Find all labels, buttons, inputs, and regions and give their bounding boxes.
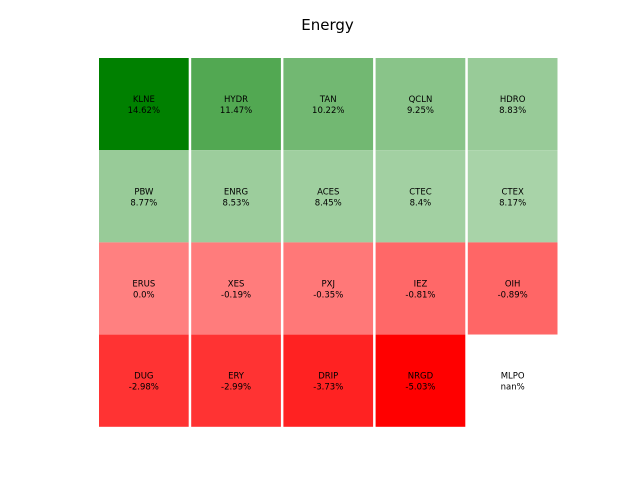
change-label: -2.99%: [221, 383, 251, 393]
heatmap-tile: [375, 334, 466, 427]
heatmap-tile: [375, 242, 466, 335]
ticker-label: DRIP: [318, 372, 338, 382]
heatmap-tile: [99, 242, 189, 335]
heatmap-tile: [283, 242, 374, 335]
heatmap-tile: [191, 334, 281, 427]
heatmap-cell-ery: ERY-2.99%: [191, 334, 281, 427]
ticker-label: QCLN: [409, 95, 433, 105]
heatmap-tile: [467, 58, 558, 151]
ticker-label: CTEC: [409, 187, 431, 197]
change-label: 8.77%: [130, 198, 157, 208]
change-label: 8.17%: [499, 198, 526, 208]
heatmap-tile: [283, 58, 374, 151]
change-label: 8.53%: [223, 198, 250, 208]
heatmap-cell-iez: IEZ-0.81%: [375, 242, 466, 335]
change-label: 8.4%: [410, 198, 432, 208]
heatmap-cell-nrgd: NRGD-5.03%: [375, 334, 466, 427]
ticker-label: ACES: [317, 187, 339, 197]
heatmap-tile: [467, 334, 558, 427]
ticker-label: IEZ: [414, 280, 428, 290]
heatmap-tile: [375, 58, 466, 151]
heatmap-tile: [191, 242, 281, 335]
heatmap-tile: [283, 150, 374, 243]
ticker-label: ERY: [228, 372, 245, 382]
ticker-label: PXJ: [322, 280, 335, 290]
heatmap-tile: [283, 334, 374, 427]
ticker-label: OIH: [505, 280, 521, 290]
heatmap-cell-dug: DUG-2.98%: [99, 334, 189, 427]
change-label: 11.47%: [220, 106, 252, 116]
ticker-label: HYDR: [224, 95, 248, 105]
ticker-label: NRGD: [408, 372, 434, 382]
heatmap-cell-pxj: PXJ-0.35%: [283, 242, 374, 335]
change-label: 0.0%: [133, 291, 155, 301]
change-label: -0.81%: [405, 291, 435, 301]
heatmap-cell-xes: XES-0.19%: [191, 242, 281, 335]
ticker-label: HDRO: [500, 95, 526, 105]
ticker-label: DUG: [134, 372, 153, 382]
heatmap-tile: [467, 150, 558, 243]
change-label: 8.45%: [315, 198, 342, 208]
change-label: -2.98%: [129, 383, 159, 393]
heatmap-tile: [99, 150, 189, 243]
heatmap-tile: [99, 58, 189, 151]
ticker-label: CTEX: [501, 187, 523, 197]
change-label: 14.62%: [128, 106, 160, 116]
heatmap-tile: [467, 242, 558, 335]
heatmap-cell-oih: OIH-0.89%: [467, 242, 558, 335]
change-label: -3.73%: [313, 383, 343, 393]
change-label: -5.03%: [405, 383, 435, 393]
heatmap-tile: [99, 334, 189, 427]
ticker-label: PBW: [134, 187, 154, 197]
ticker-label: KLNE: [133, 95, 155, 105]
change-label: -0.19%: [221, 291, 251, 301]
ticker-label: ERUS: [132, 280, 155, 290]
change-label: 8.83%: [499, 106, 526, 116]
ticker-label: ENRG: [224, 187, 248, 197]
ticker-label: MLPO: [501, 372, 525, 382]
heatmap-tile: [191, 58, 281, 151]
change-label: -0.35%: [313, 291, 343, 301]
chart-title: Energy: [301, 16, 354, 34]
change-label: -0.89%: [498, 291, 528, 301]
heatmap-tile: [375, 150, 466, 243]
change-label: 10.22%: [312, 106, 344, 116]
ticker-label: XES: [228, 280, 245, 290]
change-label: nan%: [501, 383, 525, 393]
change-label: 9.25%: [407, 106, 434, 116]
heatmap-tile: [191, 150, 281, 243]
heatmap-cell-drip: DRIP-3.73%: [283, 334, 374, 427]
ticker-label: TAN: [319, 95, 337, 105]
